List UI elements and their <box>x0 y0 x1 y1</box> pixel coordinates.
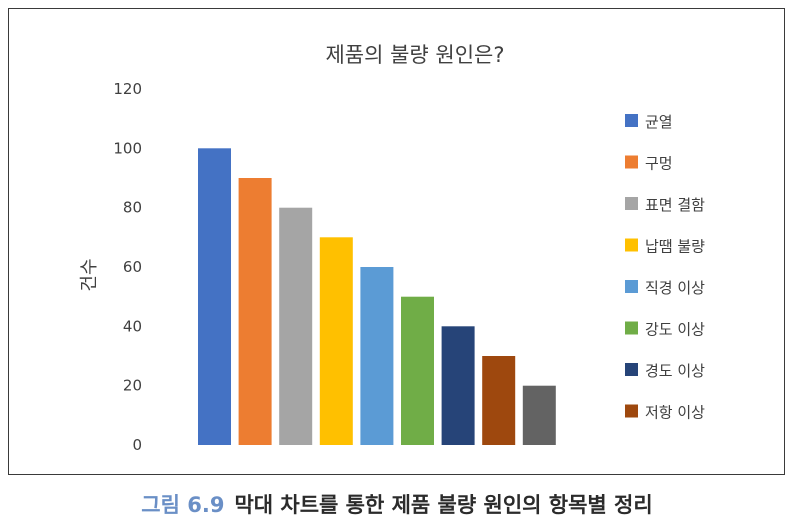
chart-title: 제품의 불량 원인은? <box>325 43 504 67</box>
legend-label: 균열 <box>645 113 673 131</box>
caption-number: 그림 6.9 <box>141 493 225 517</box>
y-tick-label: 120 <box>113 80 142 98</box>
legend-swatch <box>625 114 638 127</box>
legend-swatch <box>625 155 638 169</box>
legend-label: 경도 이상 <box>645 362 705 380</box>
y-tick-label: 100 <box>113 139 142 157</box>
bar <box>319 237 353 445</box>
legend-swatch <box>625 404 638 418</box>
legend-label: 납땜 불량 <box>645 238 705 256</box>
bar <box>360 267 394 445</box>
legend-swatch <box>625 363 638 376</box>
y-tick-label: 0 <box>132 436 142 454</box>
bar <box>198 148 231 446</box>
y-axis-label: 건수 <box>79 258 100 291</box>
bar <box>238 178 272 445</box>
y-axis-ticks: 0 20 40 60 80 100 120 <box>113 80 142 454</box>
y-tick-label: 20 <box>123 377 142 395</box>
legend-label: 강도 이상 <box>645 321 705 339</box>
figure-caption: 그림 6.9 막대 차트를 통한 제품 불량 원인의 항목별 정리 <box>0 489 794 519</box>
legend-label: 직경 이상 <box>645 279 705 297</box>
legend-label: 표면 결함 <box>645 196 705 214</box>
y-tick-label: 80 <box>123 199 142 217</box>
bar <box>441 326 475 445</box>
legend-swatch <box>625 280 638 293</box>
legend-swatch <box>625 197 638 210</box>
legend-swatch <box>625 321 638 335</box>
caption-text: 막대 차트를 통한 제품 불량 원인의 항목별 정리 <box>234 493 653 517</box>
legend-label: 저항 이상 <box>645 404 705 422</box>
y-tick-label: 60 <box>123 258 142 276</box>
bar <box>482 356 516 445</box>
y-tick-label: 40 <box>123 317 142 335</box>
legend-swatch <box>625 238 638 252</box>
bar <box>401 296 434 445</box>
bar <box>279 207 313 445</box>
legend-label: 구멍 <box>645 155 673 173</box>
bars <box>198 148 556 446</box>
bar <box>522 385 556 445</box>
